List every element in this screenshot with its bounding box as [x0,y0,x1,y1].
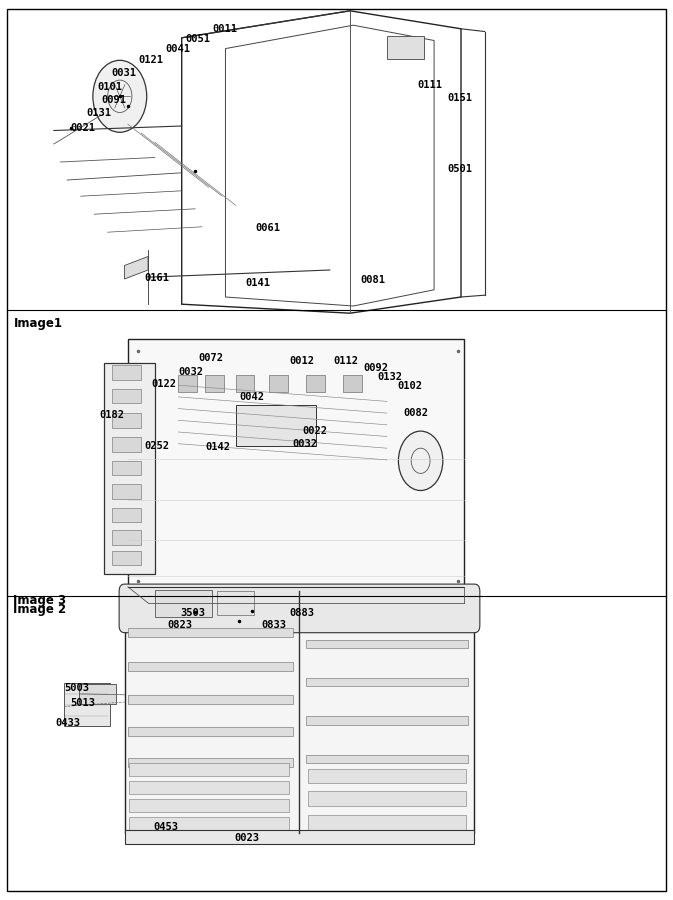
Bar [308,769,466,783]
Bar [217,591,254,615]
Text: 0081: 0081 [360,274,385,285]
Text: 0453: 0453 [153,822,178,832]
Text: 0032: 0032 [293,438,318,449]
Bar [104,363,155,574]
Bar [236,375,254,392]
Bar [128,662,293,670]
Text: Image 2: Image 2 [13,603,67,616]
Text: 0833: 0833 [261,619,286,630]
Text: 0112: 0112 [333,356,358,366]
Bar [112,551,141,565]
Text: 0023: 0023 [234,832,259,843]
FancyBboxPatch shape [119,584,480,633]
Circle shape [93,60,147,132]
Text: 0041: 0041 [165,43,190,54]
Bar [129,781,289,794]
Text: Image 3: Image 3 [13,594,67,607]
Bar [306,755,468,763]
Text: 0012: 0012 [289,356,314,366]
Bar [343,375,362,392]
Text: 0161: 0161 [145,273,170,284]
Bar [79,684,116,704]
Text: 0122: 0122 [151,379,176,390]
Bar [112,530,141,544]
Text: 0151: 0151 [448,93,472,104]
Bar [112,508,141,522]
Text: 0061: 0061 [256,222,281,233]
Bar [306,716,468,725]
Bar [306,640,468,648]
Bar [112,437,141,452]
Text: 0031: 0031 [111,68,136,78]
Text: 0883: 0883 [289,608,314,618]
Bar [128,758,293,767]
Text: 0021: 0021 [71,122,96,133]
Bar [125,603,474,832]
Text: Image1: Image1 [13,317,63,329]
Text: 0032: 0032 [178,366,203,377]
Text: 0092: 0092 [363,363,388,374]
Text: 0102: 0102 [397,381,422,392]
Text: 0823: 0823 [167,619,192,630]
Text: 0141: 0141 [246,277,271,288]
Bar [112,484,141,499]
Bar [129,763,289,776]
Text: 0182: 0182 [100,410,125,420]
Bar [129,817,289,830]
Bar [112,389,141,403]
Text: 0011: 0011 [212,23,237,34]
Bar [112,365,141,380]
Bar [306,375,325,392]
Text: 0082: 0082 [404,408,429,418]
Text: 0252: 0252 [145,441,170,452]
Bar [205,375,224,392]
Bar [155,590,212,616]
Bar [128,628,293,637]
Bar [128,727,293,736]
Circle shape [398,431,443,490]
Bar [308,815,466,830]
Text: 0091: 0091 [101,94,126,105]
Text: 0042: 0042 [239,392,264,402]
Bar [308,791,466,806]
Text: 0131: 0131 [86,108,111,119]
Bar [125,830,474,844]
Text: 0433: 0433 [55,717,80,728]
Bar [64,683,110,726]
Bar [269,375,288,392]
Text: 0132: 0132 [377,372,402,382]
Text: 0501: 0501 [448,164,472,175]
Text: 0101: 0101 [98,82,122,93]
Text: 0111: 0111 [417,79,442,90]
Text: 0022: 0022 [303,426,328,436]
Bar [178,375,197,392]
Text: 5003: 5003 [64,682,89,693]
Text: 0051: 0051 [185,33,210,44]
Text: 5013: 5013 [71,698,96,708]
Text: 0121: 0121 [138,55,163,66]
Bar [112,461,141,475]
Bar [128,695,293,704]
Polygon shape [125,256,148,279]
Bar [306,678,468,686]
Bar [129,799,289,812]
Bar [236,405,316,446]
Bar [128,339,464,587]
Text: 0072: 0072 [199,353,223,364]
Bar [387,36,424,58]
Bar [112,413,141,428]
Text: 3503: 3503 [180,608,205,618]
Text: 0142: 0142 [205,442,230,453]
